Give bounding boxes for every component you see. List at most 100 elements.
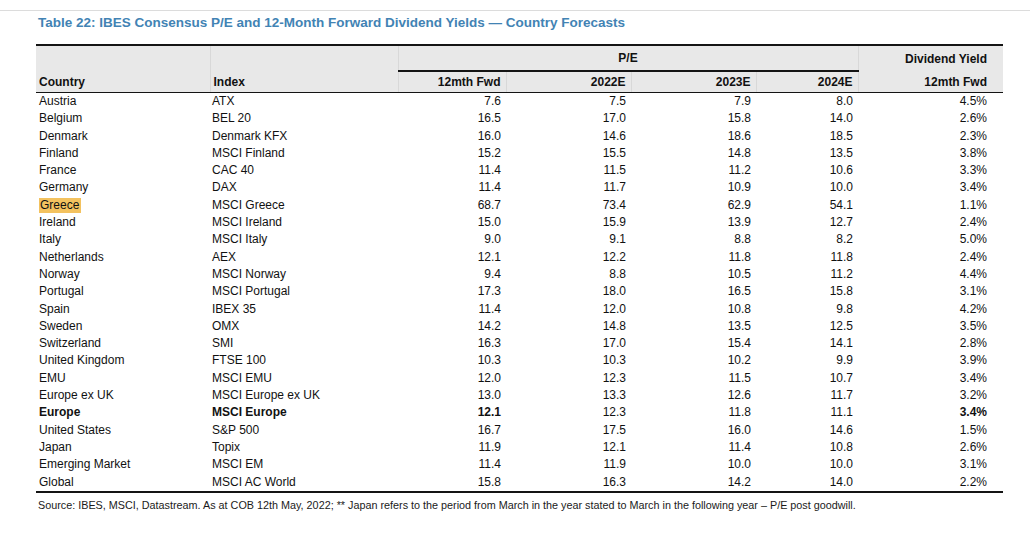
dividend-yield-cell: 2.6% — [858, 439, 1003, 456]
index-cell: OMX — [210, 318, 398, 335]
table-row: NetherlandsAEX12.112.211.811.82.4% — [36, 249, 1003, 266]
dividend-yield-cell: 4.5% — [858, 93, 1003, 111]
table-row: United StatesS&P 50016.717.516.014.61.5% — [36, 422, 1003, 439]
column-header-12mth-fwd: 12mth Fwd — [398, 71, 506, 93]
index-cell: MSCI Greece — [210, 197, 398, 214]
pe-2023e-cell: 14.8 — [631, 145, 756, 162]
table-row: BelgiumBEL 2016.517.015.814.02.6% — [36, 110, 1003, 127]
pe-12mth-fwd-cell: 16.7 — [398, 422, 506, 439]
pe-2022e-cell: 12.0 — [506, 301, 631, 318]
dividend-yield-cell: 2.4% — [858, 214, 1003, 231]
column-header-index: Index — [210, 71, 398, 93]
pe-2024e-cell: 11.1 — [756, 404, 858, 421]
pe-2024e-cell: 12.5 — [756, 318, 858, 335]
table-row: SwitzerlandSMI16.317.015.414.12.8% — [36, 335, 1003, 352]
pe-2023e-cell: 10.0 — [631, 456, 756, 473]
dividend-yield-cell: 2.8% — [858, 335, 1003, 352]
dividend-yield-cell: 3.4% — [858, 404, 1003, 421]
table-row: IrelandMSCI Ireland15.015.913.912.72.4% — [36, 214, 1003, 231]
country-cell: Germany — [36, 179, 210, 196]
source-note: Source: IBES, MSCI, Datastream. As at CO… — [38, 499, 1018, 511]
table-row: FinlandMSCI Finland15.215.514.813.53.8% — [36, 145, 1003, 162]
pe-2022e-cell: 15.5 — [506, 145, 631, 162]
pe-2022e-cell: 11.5 — [506, 162, 631, 179]
table-row: Europe ex UKMSCI Europe ex UK13.013.312.… — [36, 387, 1003, 404]
pe-2023e-cell: 11.2 — [631, 162, 756, 179]
pe-2024e-cell: 9.9 — [756, 352, 858, 369]
pe-2023e-cell: 15.4 — [631, 335, 756, 352]
country-cell: Austria — [36, 93, 210, 111]
dividend-yield-cell: 3.4% — [858, 179, 1003, 196]
pe-2024e-cell: 8.0 — [756, 93, 858, 111]
index-cell: FTSE 100 — [210, 352, 398, 369]
table-title: Table 22: IBES Consensus P/E and 12-Mont… — [38, 15, 1018, 30]
pe-2023e-cell: 10.5 — [631, 266, 756, 283]
column-header-dy-12mth-fwd: 12mth Fwd — [858, 71, 1003, 93]
country-cell: Norway — [36, 266, 210, 283]
pe-2022e-cell: 13.3 — [506, 387, 631, 404]
dividend-yield-cell: 4.4% — [858, 266, 1003, 283]
dividend-yield-cell: 2.6% — [858, 110, 1003, 127]
country-cell: Portugal — [36, 283, 210, 300]
pe-2024e-cell: 10.6 — [756, 162, 858, 179]
forecast-table: P/E Dividend Yield Country Index 12mth F… — [36, 44, 1003, 493]
column-header-country: Country — [36, 71, 210, 93]
index-cell: Denmark KFX — [210, 128, 398, 145]
dividend-yield-cell: 2.4% — [858, 249, 1003, 266]
index-cell: MSCI Finland — [210, 145, 398, 162]
pe-2023e-cell: 15.8 — [631, 110, 756, 127]
index-cell: DAX — [210, 179, 398, 196]
country-cell: Belgium — [36, 110, 210, 127]
pe-2022e-cell: 7.5 — [506, 93, 631, 111]
pe-12mth-fwd-cell: 12.1 — [398, 249, 506, 266]
index-cell: AEX — [210, 249, 398, 266]
pe-12mth-fwd-cell: 16.0 — [398, 128, 506, 145]
pe-group-header: P/E — [398, 45, 858, 71]
pe-2024e-cell: 10.8 — [756, 439, 858, 456]
index-cell: SMI — [210, 335, 398, 352]
pe-12mth-fwd-cell: 16.5 — [398, 110, 506, 127]
pe-12mth-fwd-cell: 14.2 — [398, 318, 506, 335]
pe-2023e-cell: 13.5 — [631, 318, 756, 335]
pe-12mth-fwd-cell: 11.4 — [398, 301, 506, 318]
pe-2022e-cell: 18.0 — [506, 283, 631, 300]
pe-2024e-cell: 10.0 — [756, 179, 858, 196]
pe-2022e-cell: 8.8 — [506, 266, 631, 283]
index-cell: MSCI EM — [210, 456, 398, 473]
country-cell: Emerging Market — [36, 456, 210, 473]
pe-2022e-cell: 73.4 — [506, 197, 631, 214]
pe-12mth-fwd-cell: 11.9 — [398, 439, 506, 456]
column-header-2024e: 2024E — [756, 71, 858, 93]
country-cell: Ireland — [36, 214, 210, 231]
index-cell: IBEX 35 — [210, 301, 398, 318]
pe-2022e-cell: 14.6 — [506, 128, 631, 145]
pe-2022e-cell: 11.7 — [506, 179, 631, 196]
pe-2023e-cell: 7.9 — [631, 93, 756, 111]
pe-2024e-cell: 10.7 — [756, 370, 858, 387]
pe-12mth-fwd-cell: 10.3 — [398, 352, 506, 369]
pe-12mth-fwd-cell: 11.4 — [398, 162, 506, 179]
country-cell: Denmark — [36, 128, 210, 145]
dividend-yield-cell: 3.8% — [858, 145, 1003, 162]
index-cell: Topix — [210, 439, 398, 456]
country-cell: Finland — [36, 145, 210, 162]
dividend-yield-cell: 2.2% — [858, 474, 1003, 492]
table-row: GlobalMSCI AC World15.816.314.214.02.2% — [36, 474, 1003, 492]
country-cell: Sweden — [36, 318, 210, 335]
pe-2023e-cell: 8.8 — [631, 231, 756, 248]
pe-12mth-fwd-cell: 15.2 — [398, 145, 506, 162]
index-cell: MSCI AC World — [210, 474, 398, 492]
page-top-rule — [0, 10, 1030, 11]
pe-2024e-cell: 13.5 — [756, 145, 858, 162]
pe-2022e-cell: 17.0 — [506, 110, 631, 127]
country-cell: Greece — [36, 197, 210, 214]
table-row: SpainIBEX 3511.412.010.89.84.2% — [36, 301, 1003, 318]
table-row: EuropeMSCI Europe12.112.311.811.13.4% — [36, 404, 1003, 421]
pe-12mth-fwd-cell: 9.4 — [398, 266, 506, 283]
pe-2023e-cell: 10.2 — [631, 352, 756, 369]
table-row: EMUMSCI EMU12.012.311.510.73.4% — [36, 370, 1003, 387]
pe-12mth-fwd-cell: 16.3 — [398, 335, 506, 352]
country-cell: Switzerland — [36, 335, 210, 352]
pe-2023e-cell: 10.9 — [631, 179, 756, 196]
pe-2024e-cell: 10.0 — [756, 456, 858, 473]
